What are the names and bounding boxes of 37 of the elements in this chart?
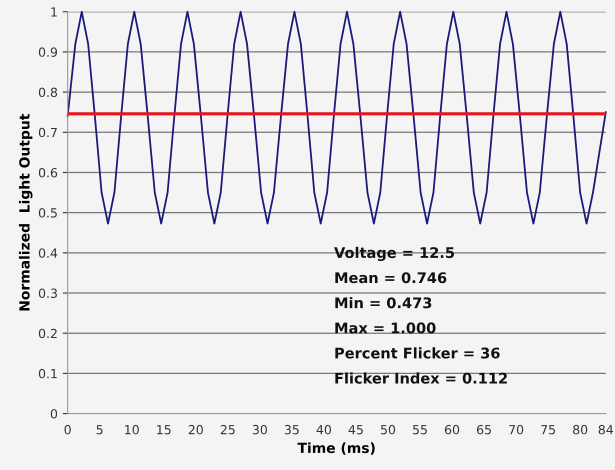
y-tick-label: 0.7 [38, 128, 57, 138]
x-tick-label: 20 [188, 424, 203, 434]
annotation: Min = 0.473 [335, 297, 432, 308]
y-tick-label: 0 [50, 409, 58, 419]
y-tick-label: 0.1 [38, 368, 57, 378]
x-tick-label: 0 [64, 424, 71, 434]
x-tick-label: 30 [252, 424, 267, 434]
annotation: Max = 1.000 [335, 322, 436, 334]
x-tick-label: 84 [598, 424, 614, 434]
y-tick-label: 0.3 [38, 288, 57, 298]
y-tick-label: 0.6 [38, 168, 58, 178]
annotation: Mean = 0.746 [335, 272, 446, 284]
x-tick-label: 80 [573, 424, 588, 434]
y-axis-title: Normalized Light Output [18, 114, 32, 311]
y-tick-label: 0.2 [38, 328, 57, 338]
x-tick-label: 25 [220, 424, 235, 434]
annotation: Percent Flicker = 36 [335, 347, 500, 359]
annotation: Flicker Index = 0.112 [335, 372, 507, 384]
x-tick-label: 60 [444, 424, 460, 434]
x-tick-label: 45 [348, 425, 363, 434]
x-tick-label: 5 [96, 425, 103, 434]
y-tick-label: 0.9 [38, 47, 58, 57]
line-series [66, 10, 607, 224]
x-tick-label: 50 [380, 424, 396, 434]
x-tick-label: 75 [541, 425, 555, 434]
x-tick-label: 65 [476, 424, 491, 434]
x-tick-label: 10 [125, 424, 139, 434]
y-tick-label: 0.8 [38, 88, 58, 98]
x-axis-title: Time (ms) [298, 442, 375, 455]
x-tick-label: 15 [157, 425, 171, 434]
y-tick-label: 0.5 [38, 208, 57, 218]
x-tick-label: 35 [284, 424, 299, 434]
x-tick-label: 40 [316, 424, 332, 434]
x-tick-label: 70 [509, 424, 524, 434]
y-tick-label: 0.4 [38, 248, 58, 258]
x-tick-label: 55 [413, 425, 427, 434]
y-tick-label: 1 [51, 7, 57, 16]
